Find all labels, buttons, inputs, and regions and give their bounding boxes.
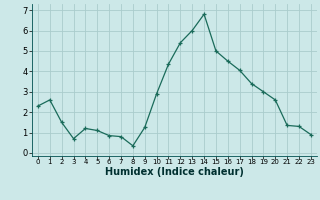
X-axis label: Humidex (Indice chaleur): Humidex (Indice chaleur) [105, 167, 244, 177]
